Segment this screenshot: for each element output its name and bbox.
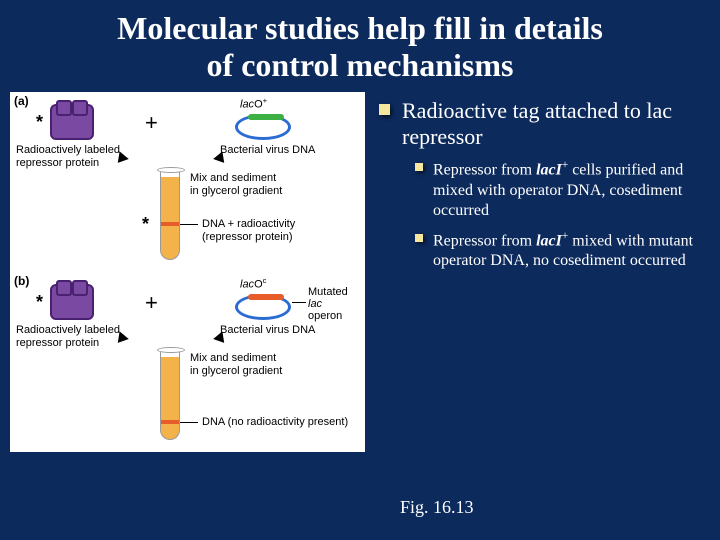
plasmid-mut-icon	[235, 294, 291, 320]
virus-label-b: Bacterial virus DNA	[220, 324, 315, 336]
leader-line	[180, 224, 198, 225]
panel-a: (a) * Radioactively labeled repressor pr…	[10, 92, 365, 272]
repressor-protein-icon	[50, 104, 94, 140]
panel-a-label: (a)	[14, 94, 29, 108]
figure-16-13: (a) * Radioactively labeled repressor pr…	[10, 92, 365, 452]
sub-bullet-list: Repressor from lacI+ cells purified and …	[379, 158, 702, 271]
repressor-label-b-l2: repressor protein	[16, 337, 99, 349]
mutated-l2: lac	[308, 298, 322, 310]
virus-label-a: Bacterial virus DNA	[220, 144, 315, 156]
sub-bullet-1: Repressor from lacI+ cells purified and …	[433, 158, 702, 220]
plasmid-wt-icon	[235, 114, 291, 140]
mix-l2-a: in glycerol gradient	[190, 185, 282, 197]
mutated-l3: operon	[308, 310, 342, 322]
sub-bullet-2: Repressor from lacI+ mixed with mutant o…	[433, 229, 702, 271]
lacO-c-label: lacOc	[240, 276, 266, 291]
sub-bullet-row: Repressor from lacI+ cells purified and …	[415, 158, 702, 220]
sub-bullet-row: Repressor from lacI+ mixed with mutant o…	[415, 229, 702, 271]
text-column: Radioactive tag attached to lac represso…	[365, 92, 710, 452]
main-bullet-text: Radioactive tag attached to lac represso…	[402, 98, 702, 151]
mix-l1-a: Mix and sediment	[190, 172, 276, 184]
mix-l1-b: Mix and sediment	[190, 352, 276, 364]
band-b-label: DNA (no radioactivity present)	[202, 416, 348, 428]
lacO-plus-label: lacO+	[240, 96, 267, 111]
tube-a-icon	[160, 170, 180, 260]
plus-icon: +	[145, 290, 158, 316]
mix-l2-b: in glycerol gradient	[190, 365, 282, 377]
repressor-label-l1: Radioactively labeled	[16, 144, 120, 156]
slide-title: Molecular studies help fill in details o…	[0, 0, 720, 92]
leader-line	[180, 422, 198, 423]
bullet-square-icon	[379, 104, 390, 115]
repressor-protein-icon	[50, 284, 94, 320]
repressor-label-b-l1: Radioactively labeled	[16, 324, 120, 336]
leader-line	[292, 302, 306, 303]
star-icon: *	[36, 292, 43, 313]
title-line2: of control mechanisms	[20, 47, 700, 84]
plus-icon: +	[145, 110, 158, 136]
panel-b-label: (b)	[14, 274, 29, 288]
bullet-square-icon	[415, 234, 423, 242]
bullet-square-icon	[415, 163, 423, 171]
star-icon: *	[36, 112, 43, 133]
content-row: (a) * Radioactively labeled repressor pr…	[0, 92, 720, 452]
mutated-l1: Mutated	[308, 286, 348, 298]
repressor-label-l2: repressor protein	[16, 157, 99, 169]
band-a-l2: (repressor protein)	[202, 231, 292, 243]
main-bullet-row: Radioactive tag attached to lac represso…	[379, 98, 702, 151]
title-line1: Molecular studies help fill in details	[20, 10, 700, 47]
star-icon: *	[142, 214, 149, 235]
tube-b-icon	[160, 350, 180, 440]
panel-b: (b) * Radioactively labeled repressor pr…	[10, 272, 365, 452]
band-a-l1: DNA + radioactivity	[202, 218, 295, 230]
figure-caption: Fig. 16.13	[400, 497, 474, 518]
